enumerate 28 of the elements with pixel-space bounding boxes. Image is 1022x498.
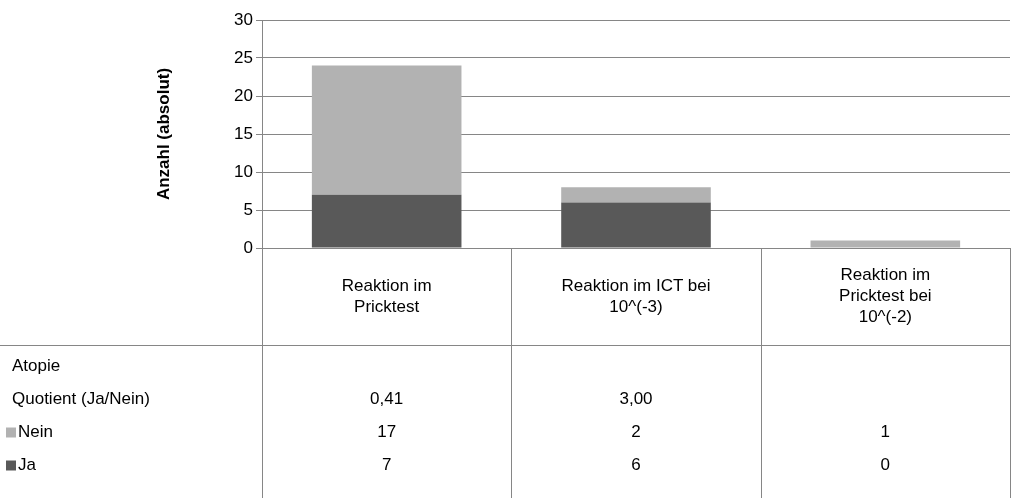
data-label: 0: [880, 455, 891, 475]
data-label: 6: [631, 455, 641, 475]
bar: [311, 194, 462, 248]
y-tick-label: 0: [243, 237, 253, 257]
legend-label: Nein: [18, 422, 53, 442]
legend-label: Ja: [18, 455, 37, 475]
data-label: 7: [381, 455, 392, 475]
x-tick-label: Reaktion im ICT bei 10^(-3): [561, 275, 711, 316]
y-axis-title: Anzahl (absolut): [153, 67, 173, 201]
text: Quotient (Ja/Nein): [12, 389, 150, 409]
data-label: 1: [880, 422, 891, 442]
y-tick-label: 15: [234, 123, 253, 143]
text: 3,00: [619, 389, 653, 409]
bar: [810, 240, 961, 248]
bar: [311, 65, 462, 195]
legend-title: Atopie: [12, 356, 61, 376]
y-tick-label: 20: [234, 85, 253, 105]
bar: [561, 202, 711, 248]
y-tick-label: 30: [234, 9, 253, 29]
data-label: 2: [631, 422, 641, 442]
y-tick-label: 5: [243, 199, 253, 219]
bar: [561, 187, 711, 203]
text: 0,41: [370, 389, 404, 409]
data-label: 17: [377, 422, 397, 442]
x-tick-label: Reaktion im Pricktest: [341, 275, 432, 316]
y-tick-label: 25: [234, 47, 253, 67]
y-tick-label: 10: [234, 161, 253, 181]
x-tick-label: Reaktion im Pricktest bei 10^(-2): [839, 265, 932, 327]
